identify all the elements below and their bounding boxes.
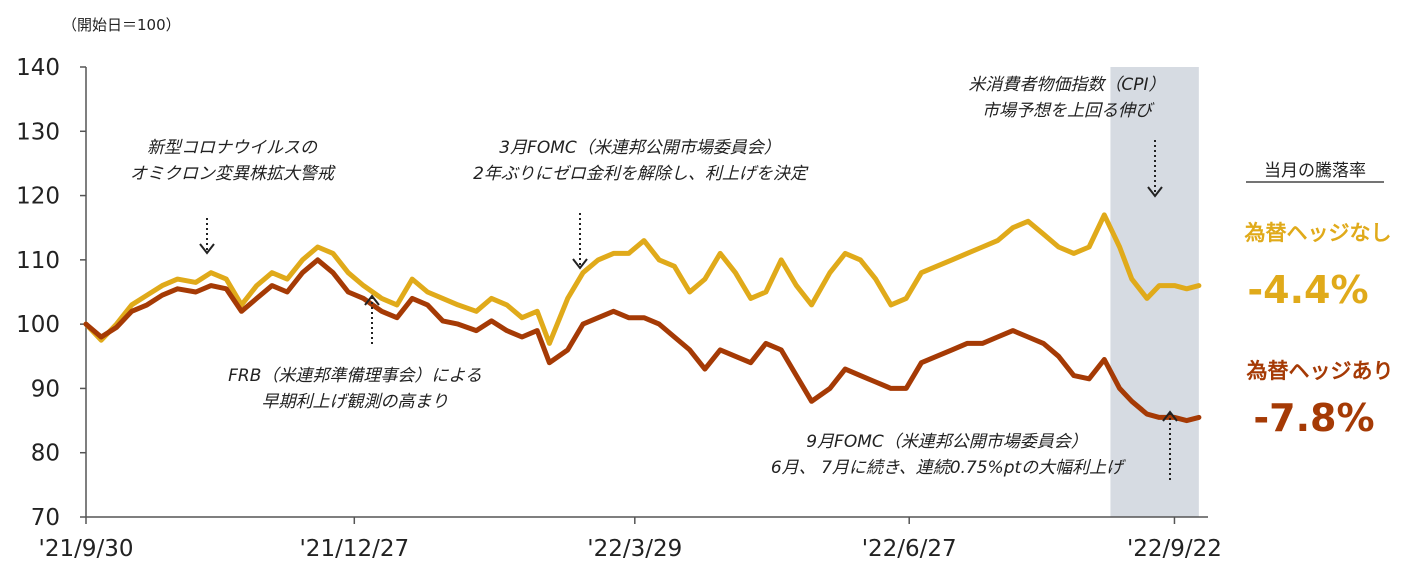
y-tick-label: 90 (31, 376, 60, 402)
x-tick-label: '21/12/27 (299, 536, 409, 562)
x-tick-label: '22/3/29 (587, 536, 682, 562)
annotation-text: 早期利上げ観測の高まり (262, 392, 449, 412)
y-tick-label: 100 (16, 312, 60, 338)
annotation-text: 2年ぶりにゼロ金利を解除し、利上げを決定 (473, 164, 809, 184)
annotation-text: 3月FOMC（米連邦公開市場委員会） (499, 138, 781, 158)
y-tick-label: 110 (16, 248, 60, 274)
series-line-hedged (83, 257, 1202, 424)
x-tick-label: '22/6/27 (862, 536, 957, 562)
unhedged-label: 為替ヘッジなし (1245, 221, 1392, 245)
annotation-text: FRB（米連邦準備理事会）による (228, 366, 482, 386)
unhedged-change: -4.4% (1247, 268, 1368, 312)
series-line-unhedged (83, 212, 1202, 346)
y-unit-label: （開始日＝100） (62, 16, 181, 34)
annotation-arrow-head (572, 258, 588, 270)
annotation-arrow-head (364, 294, 380, 306)
y-tick-label: 80 (31, 441, 60, 467)
y-tick-label: 70 (31, 505, 60, 531)
x-tick-label: '21/9/30 (39, 536, 134, 562)
y-tick-label: 140 (16, 55, 60, 81)
annotation-text: 市場予想を上回る伸び (982, 101, 1155, 121)
x-axis-ticks: '21/9/30 '21/12/27 '22/3/29 '22/6/27 '22/9/2… (39, 517, 1222, 562)
hedged-change: -7.8% (1253, 396, 1374, 440)
y-axis-ticks: 70 80 90 100 110 120 130 140 (16, 55, 86, 531)
annotation-arrow-head (1147, 186, 1163, 198)
series-layer (83, 212, 1202, 424)
y-tick-label: 120 (16, 184, 60, 210)
hedged-label: 為替ヘッジあり (1247, 359, 1394, 383)
x-tick-label: '22/9/22 (1127, 536, 1222, 562)
y-tick-label: 130 (16, 119, 60, 145)
annotation-text: 新型コロナウイルスの (147, 138, 318, 158)
annotation-text: 6月、 7月に続き、連続0.75%ptの大幅利上げ (771, 458, 1126, 478)
annotation-text: 9月FOMC（米連邦公開市場委員会） (806, 432, 1088, 452)
annotation-arrow-head (1162, 410, 1178, 422)
annotation-text: 米消費者物価指数（CPI） (968, 75, 1165, 95)
annotation-arrow-head (199, 243, 215, 255)
annotation-text: オミクロン変異株拡大警戒 (130, 164, 336, 184)
side-panel-title: 当月の騰落率 (1264, 161, 1366, 181)
